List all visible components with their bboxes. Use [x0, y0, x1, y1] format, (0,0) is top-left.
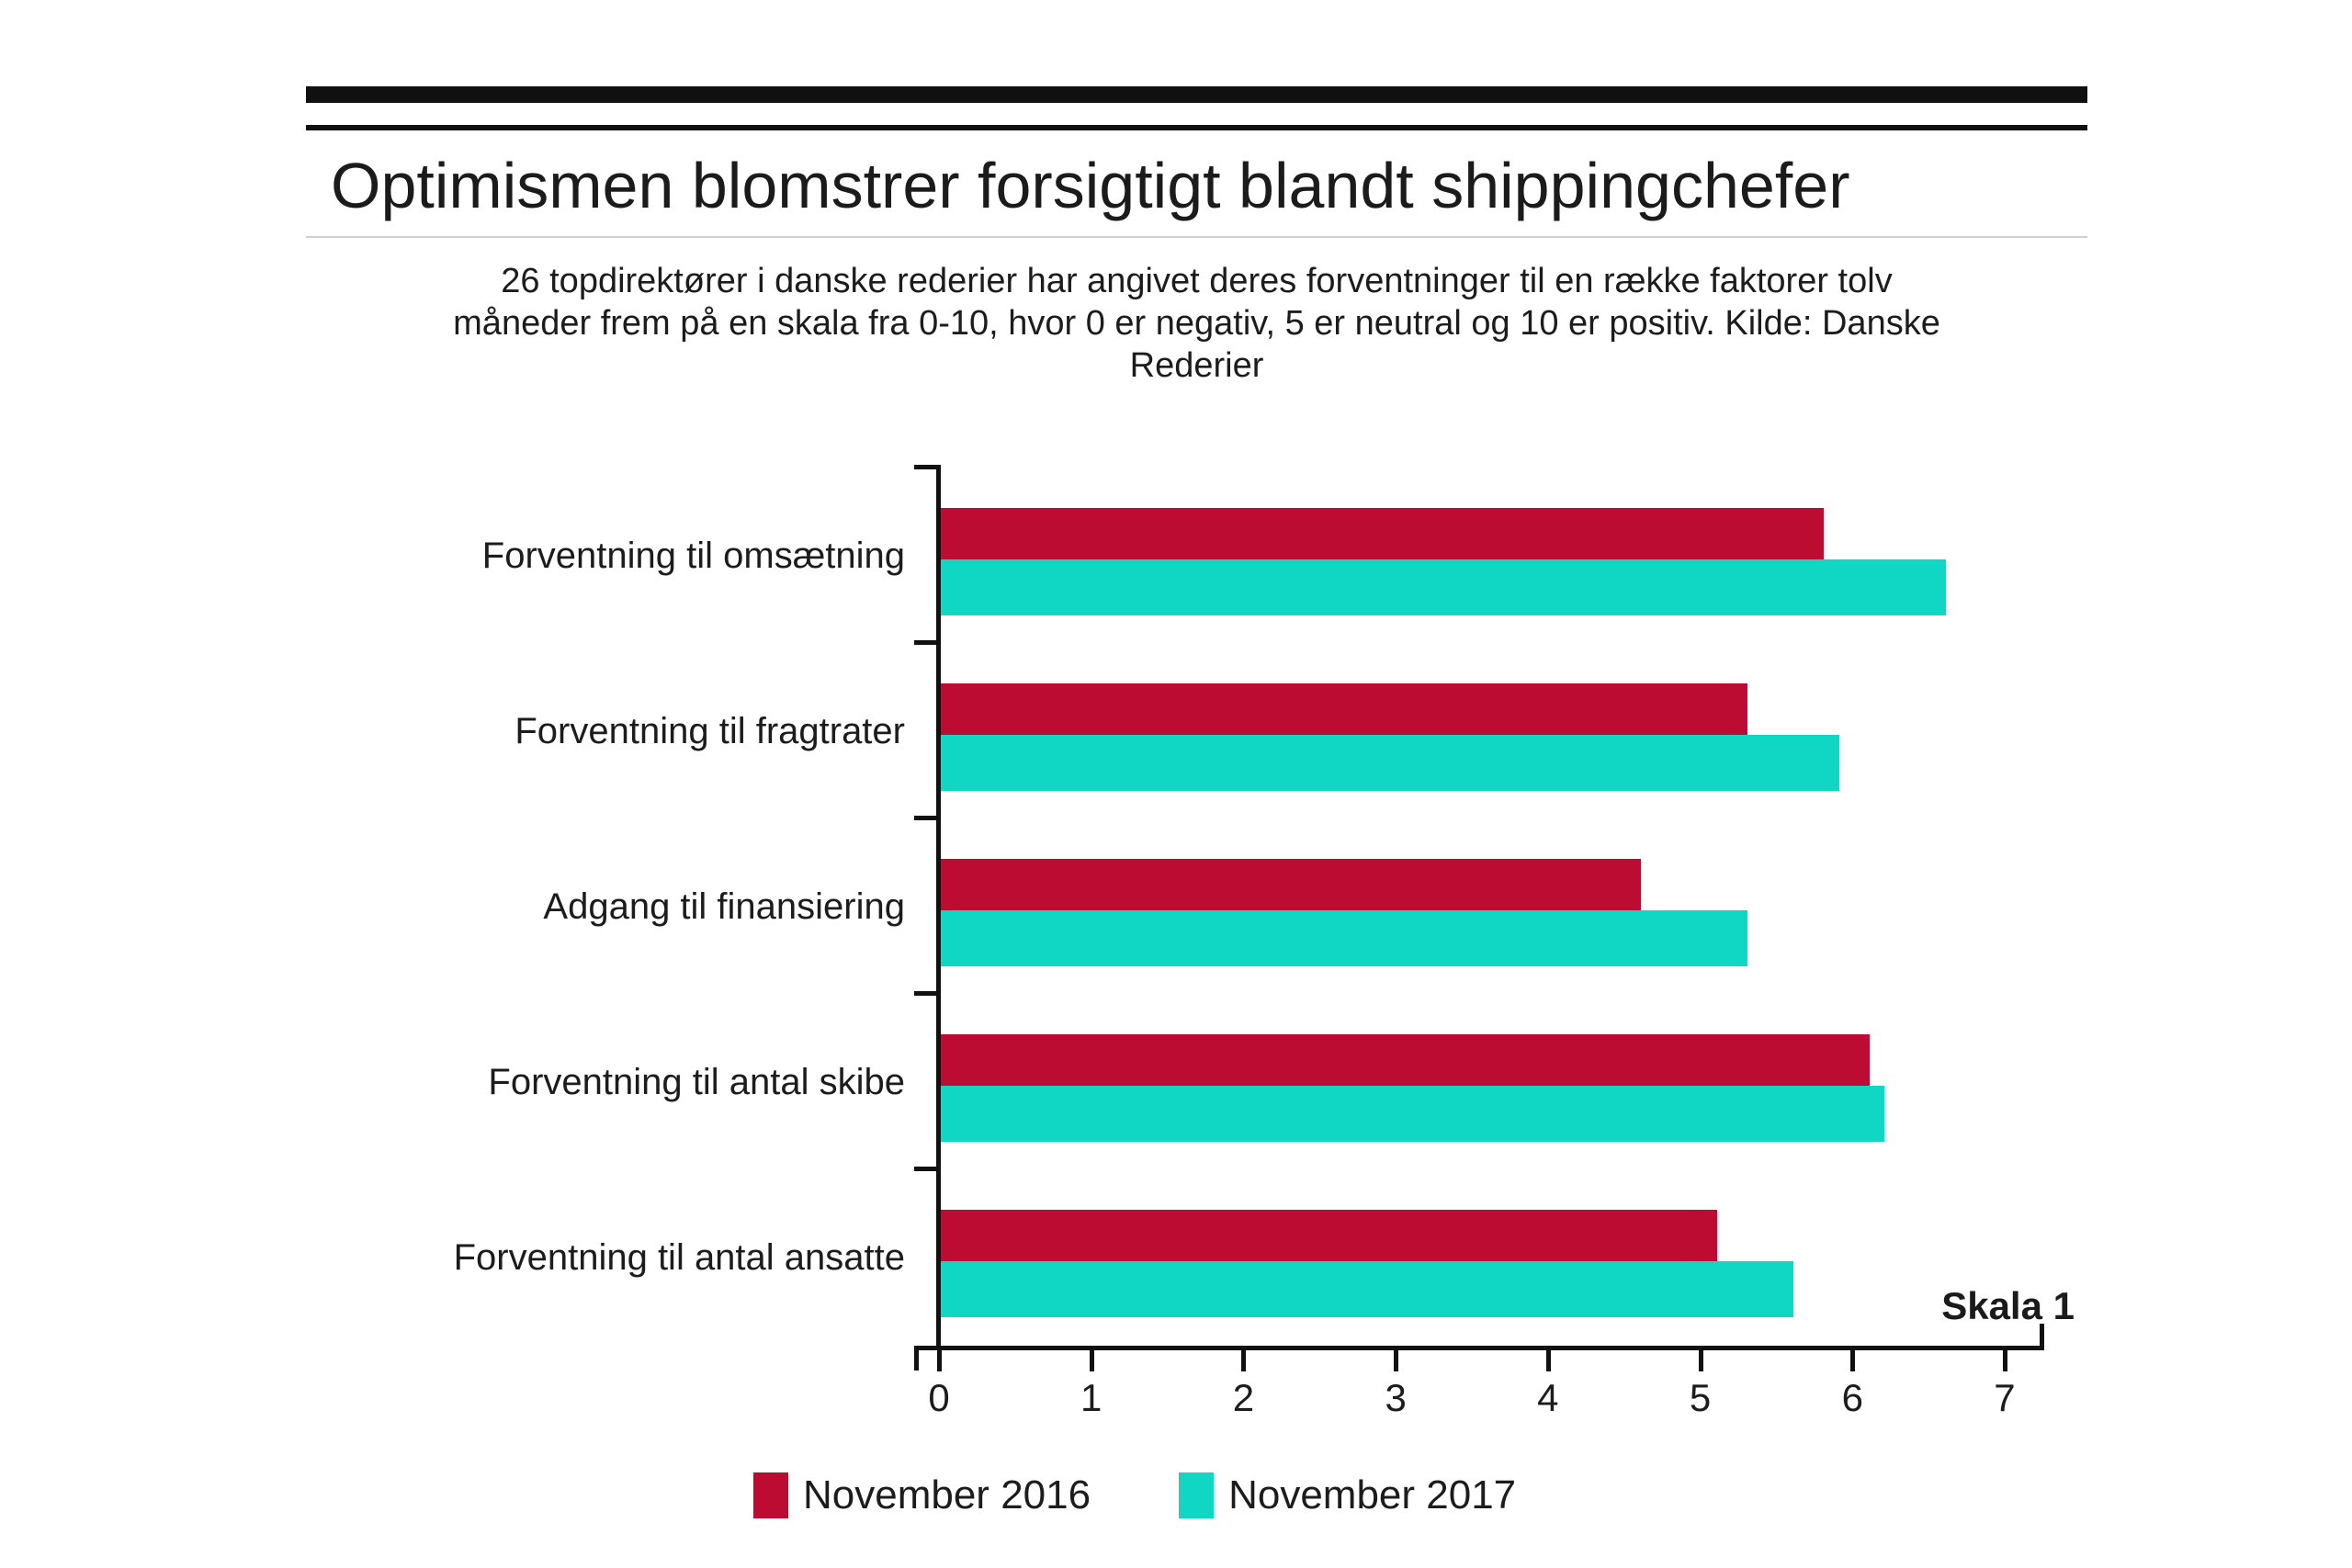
subtitle-line: 26 topdirektører i danske rederier har a…: [501, 262, 1893, 300]
x-tick: [1698, 1346, 1703, 1371]
bar-november-2016: [941, 1210, 1717, 1261]
category-boundary-tick: [914, 991, 936, 996]
x-tick-label: 7: [1994, 1376, 2016, 1419]
category-label: Forventning til antal skibe: [488, 1062, 905, 1102]
x-tick: [1241, 1346, 1247, 1371]
category-boundary-tick: [914, 640, 936, 645]
y-axis-line: [936, 465, 941, 1346]
x-tick: [2002, 1346, 2007, 1371]
x-axis-line: [914, 1346, 2044, 1350]
bar-november-2017: [941, 735, 1839, 791]
chart-subtitle: 26 topdirektører i danske rederier har a…: [306, 260, 2087, 387]
category-label: Forventning til fragtrater: [514, 711, 905, 751]
x-tick: [937, 1346, 942, 1371]
category-label: Forventning til antal ansatte: [453, 1237, 905, 1278]
x-axis-left-cap: [914, 1346, 919, 1371]
legend-swatch-november-2016: [753, 1472, 788, 1518]
bar-november-2017: [941, 1086, 1884, 1142]
x-tick-label: 6: [1841, 1376, 1863, 1419]
category-boundary-tick: [914, 465, 936, 469]
category-boundary-tick: [914, 1167, 936, 1171]
top-rule-thick: [306, 86, 2087, 103]
chart-title: Optimismen blomstrer forsigtigt blandt s…: [331, 150, 1850, 221]
category-label: Forventning til omsætning: [481, 536, 905, 576]
bar-november-2016: [941, 1034, 1870, 1086]
bar-november-2016: [941, 859, 1641, 910]
bar-november-2017: [941, 559, 1946, 615]
bar-november-2016: [941, 508, 1824, 559]
x-tick-label: 3: [1385, 1376, 1407, 1419]
legend: November 2016 November 2017: [753, 1466, 2040, 1525]
x-tick: [1394, 1346, 1399, 1371]
top-rule-thin: [306, 125, 2087, 130]
legend-swatch-november-2017: [1179, 1472, 1215, 1518]
x-tick-label: 4: [1537, 1376, 1559, 1419]
legend-label-november-2016: November 2016: [803, 1472, 1091, 1517]
x-tick-label: 1: [1080, 1376, 1102, 1419]
legend-label-november-2017: November 2017: [1228, 1472, 1517, 1517]
category-label: Adgang til finansiering: [543, 886, 905, 927]
x-tick: [1089, 1346, 1094, 1371]
x-tick-label: 2: [1232, 1376, 1255, 1419]
bar-november-2017: [941, 1261, 1793, 1317]
category-boundary-tick: [914, 816, 936, 820]
subtitle-line: måneder frem på en skala fra 0-10, hvor …: [453, 304, 1940, 343]
x-tick-label: 0: [928, 1376, 950, 1419]
subtitle-line: Rederier: [1129, 346, 1264, 385]
x-axis-note: Skala 1: [1941, 1284, 2075, 1327]
bar-november-2017: [941, 910, 1747, 966]
title-separator: [306, 236, 2087, 238]
x-tick: [1545, 1346, 1551, 1371]
bar-november-2016: [941, 683, 1747, 735]
x-axis-right-cap: [2040, 1324, 2044, 1350]
x-tick-label: 5: [1689, 1376, 1712, 1419]
x-tick: [1850, 1346, 1856, 1371]
